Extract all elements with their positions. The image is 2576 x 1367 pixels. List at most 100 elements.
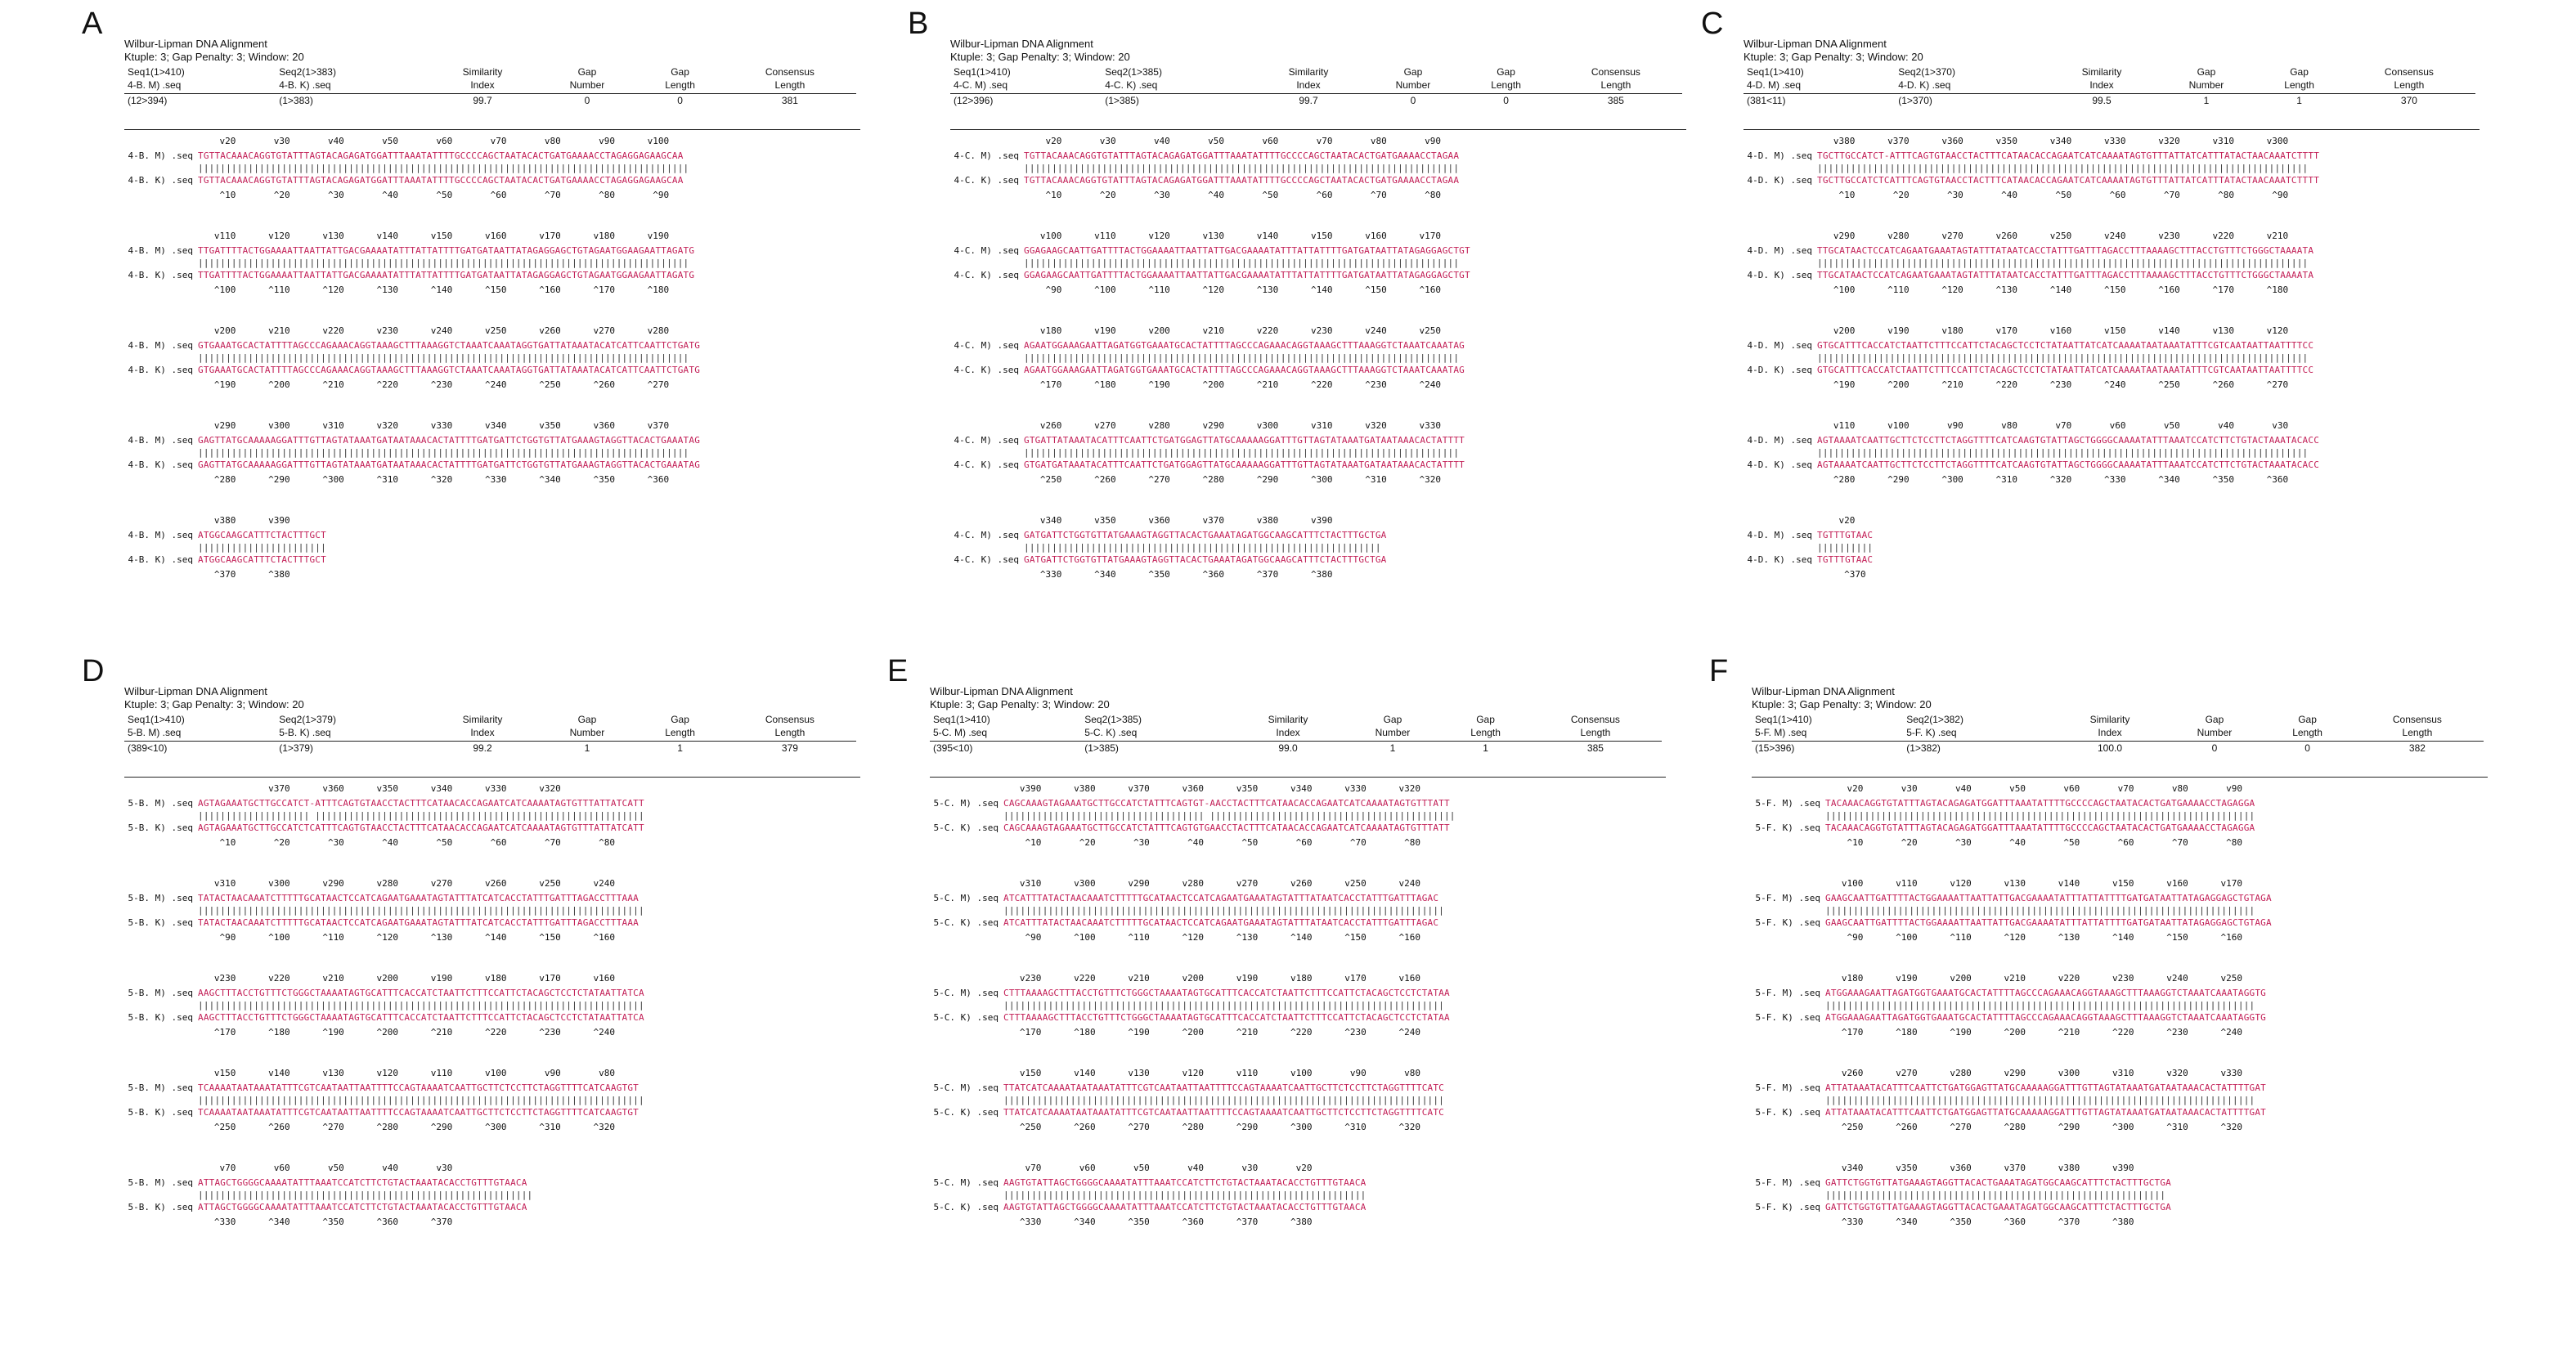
seq2-label: 5-B. K) .seq [128,917,193,928]
alignment-header: Wilbur-Lipman DNA Alignment Ktuple: 3; G… [1752,685,2488,755]
bottom-ticks: ^10 ^20 ^30 ^40 ^50 ^60 ^70 ^80 ^90 [198,190,670,200]
consensus-value: 385 [1586,742,1604,754]
gap-number-value: 0 [584,95,590,106]
top-ticks: v380 v390 [198,515,290,526]
gap-number-value: 0 [1410,95,1416,106]
similarity-subheader: Index [1232,726,1344,742]
seq2-bases: CAGCAAAGTAGAAATGCTTGCCATCTATTTCAGTGTGAAC… [1003,822,1450,833]
gap-length-value: 1 [677,742,683,754]
seq2-label: 5-B. K) .seq [128,1012,193,1023]
alignment-block: v310 v300 v290 v280 v270 v260 v250 v240 … [887,878,1705,973]
seq1-bases: GTGATTATAAATACATTTCAATTCTGATGGAGTTATGCAA… [1024,435,1465,446]
seq1-bases: GTGAAATGCACTATTTTAGCCCAGAAACAGGTAAAGCTTT… [198,340,701,351]
seq2-label: 4-C. K) .seq [954,175,1019,186]
seq1-range: (381<11) [1747,95,1786,106]
seq2-bases: TTATCATCAAAATAATAAATATTTCGTCAATAATTAATTT… [1003,1107,1444,1118]
gap-length-value: 0 [2304,742,2310,754]
bottom-ticks: ^370 ^380 [198,569,290,580]
bottom-ticks: ^250 ^260 ^270 ^280 ^290 ^300 ^310 ^320 [198,1122,615,1132]
similarity-header: Similarity [1268,714,1308,725]
seq1-bases: GATTCTGGTGTTATGAAAGTAGGTTACACTGAAATAGATG… [1825,1177,2171,1188]
consensus-value: 381 [781,95,798,106]
top-ticks: v310 v300 v290 v280 v270 v260 v250 v240 [198,878,615,889]
gap-number-subheader: Number [1363,78,1463,94]
seq2-line: 4-D. K) .seq TGCTTGCCATCTCATTTCAGTGTAACCT… [1701,175,2319,186]
seq2-bases: GTGCATTTCACCATCTAATTCTTTCCATTCTACAGCTCCT… [1817,365,2314,375]
seq1-header: Seq1(1>410) [128,66,185,78]
bottom-ticks: ^10 ^20 ^30 ^40 ^50 ^60 ^70 ^80 [1825,837,2242,848]
seq1-range: (395<10) [933,742,973,754]
match-line: ||||||||||||||||||||||||||||||||||||||||… [1003,905,1444,916]
alignment-block: v380 v370 v360 v350 v340 v330 v320 v310 … [1701,136,2519,231]
top-ticks: v180 v190 v200 v210 v220 v230 v240 v250 [1825,973,2242,984]
seq2-line: 4-B. K) .seq ATGGCAAGCATTTCTACTTTGCT [82,554,326,566]
consensus-header: Consensus [2384,66,2434,78]
seq1-label: 4-C. M) .seq [954,150,1019,161]
seq2-label: 5-F. K) .seq [1755,1012,1820,1023]
seq2-line: 5-C. K) .seq CAGCAAAGTAGAAATGCTTGCCATCTAT… [887,822,1450,834]
seq1-label: 4-C. M) .seq [954,530,1019,540]
alignment-block: v20 v30 v40 v50 v60 v70 v80 v90 v100 4-B… [82,136,900,231]
seq2-label: 4-D. K) .seq [1747,554,1812,565]
bottom-ticks: ^330 ^340 ^350 ^360 ^370 ^380 [1024,569,1333,580]
seq1-line: 4-D. M) .seq TTGCATAACTCCATCAGAATGAAATAGT… [1701,245,2314,257]
consensus-subheader: Length [723,726,856,742]
alignment-block: v340 v350 v360 v370 v380 v390 5-F. M) .s… [1709,1163,2527,1236]
match-line: |||||||||||||||||||| |||||||||||||||||||… [198,810,644,821]
bottom-ticks: ^250 ^260 ^270 ^280 ^290 ^300 ^310 ^320 [1024,474,1441,485]
gap-number-header: Gap [577,66,597,78]
seq1-line: 5-F. M) .seq ATTATAAATACATTTCAATTCTGATGGA… [1709,1082,2266,1094]
bottom-ticks: ^90 ^100 ^110 ^120 ^130 ^140 ^150 ^160 [1825,932,2242,943]
alignment-block: v290 v280 v270 v260 v250 v240 v230 v220 … [1701,231,2519,325]
alignment-block: v200 v210 v220 v230 v240 v250 v260 v270 … [82,325,900,420]
similarity-subheader: Index [427,78,538,94]
similarity-value: 99.5 [2092,95,2112,106]
alignment-params: Ktuple: 3; Gap Penalty: 3; Window: 20 [124,51,304,63]
seq2-label: 5-F. K) .seq [1755,917,1820,928]
seq1-label: 4-C. M) .seq [954,435,1019,446]
similarity-header: Similarity [1288,66,1329,78]
seq2-label: 5-F. K) .seq [1755,1202,1820,1212]
seq2-bases: TGTTTGTAAC [1817,554,1874,565]
match-line: ||||||||||||||||||||||||||||||||||||||||… [1003,1095,1444,1105]
seq2-header: Seq2(1>383) [279,66,336,78]
seq2-name: 5-F. K) .seq [1903,726,2055,742]
alignment-block: v100 v110 v120 v130 v140 v150 v160 v170 … [908,231,1726,325]
seq1-bases: GAGTTATGCAAAAAGGATTTGTTAGTATAAATGATAATAA… [198,435,701,446]
seq1-line: 5-C. M) .seq CAGCAAAGTAGAAATGCTTGCCATCTAT… [887,798,1450,809]
seq1-bases: ATGGCAAGCATTTCTACTTTGCT [198,530,326,540]
seq1-label: 5-F. M) .seq [1755,893,1820,903]
match-line: ||||||||||||||||||||||||||||||||||||||||… [1825,1095,2255,1105]
top-ticks: v290 v280 v270 v260 v250 v240 v230 v220 … [1817,231,2289,241]
alignment-summary-table: Seq1(1>410) Seq2(1>385) Similarity Gap G… [950,65,1682,107]
bottom-ticks: ^90 ^100 ^110 ^120 ^130 ^140 ^150 ^160 [1003,932,1420,943]
seq1-bases: TGTTACAAACAGGTGTATTTAGTACAGAGATGGATTTAAA… [198,150,684,161]
seq2-header: Seq2(1>379) [279,714,336,725]
seq1-label: 4-D. M) .seq [1747,245,1812,256]
seq2-line: 4-D. K) .seq TTGCATAACTCCATCAGAATGAAATAGT… [1701,270,2314,281]
consensus-header: Consensus [1591,66,1640,78]
top-ticks: v390 v380 v370 v360 v350 v340 v330 v320 [1003,783,1420,794]
seq2-bases: GGAGAAGCAATTGATTTTACTGGAAAATTAATTATTGACG… [1024,270,1470,280]
alignment-title: Wilbur-Lipman DNA Alignment [950,38,1093,50]
gap-number-header: Gap [2197,66,2216,78]
seq1-line: 5-B. M) .seq AGTAGAAATGCTTGCCATCT-ATTTCAG… [82,798,644,809]
seq2-bases: ATTAGCTGGGGCAAAATATTTAAATCCATCTTCTGTACTA… [198,1202,527,1212]
seq1-line: 4-C. M) .seq GTGATTATAAATACATTTCAATTCTGAT… [908,435,1465,446]
gap-number-header: Gap [1403,66,1423,78]
seq2-line: 5-C. K) .seq TTATCATCAAAATAATAAATATTTCGTC… [887,1107,1444,1118]
seq1-bases: ATGGAAAGAATTAGATGGTGAAATGCACTATTTTAGCCCA… [1825,988,2266,998]
seq1-label: 4-B. M) .seq [128,150,193,161]
seq1-label: 4-C. M) .seq [954,245,1019,256]
seq2-label: 5-B. K) .seq [128,1107,193,1118]
bottom-ticks: ^170 ^180 ^190 ^200 ^210 ^220 ^230 ^240 [198,1027,615,1038]
seq2-line: 4-C. K) .seq GGAGAAGCAATTGATTTTACTGGAAAAT… [908,270,1470,281]
gap-number-subheader: Number [2165,726,2264,742]
seq2-line: 5-F. K) .seq TACAAACAGGTGTATTTAGTACAGAGAT… [1709,822,2255,834]
seq2-label: 4-B. K) .seq [128,459,193,470]
similarity-header: Similarity [2089,714,2130,725]
alignment-block: v230 v220 v210 v200 v190 v180 v170 v160 … [887,973,1705,1068]
seq1-line: 4-D. M) .seq AGTAAAATCAATTGCTTCTCCTTCTAGG… [1701,435,2319,446]
bottom-ticks: ^190 ^200 ^210 ^220 ^230 ^240 ^250 ^260 … [1817,379,2289,390]
seq1-bases: ATCATTTATACTAACAAATCTTTTTGCATAACTCCATCAG… [1003,893,1439,903]
